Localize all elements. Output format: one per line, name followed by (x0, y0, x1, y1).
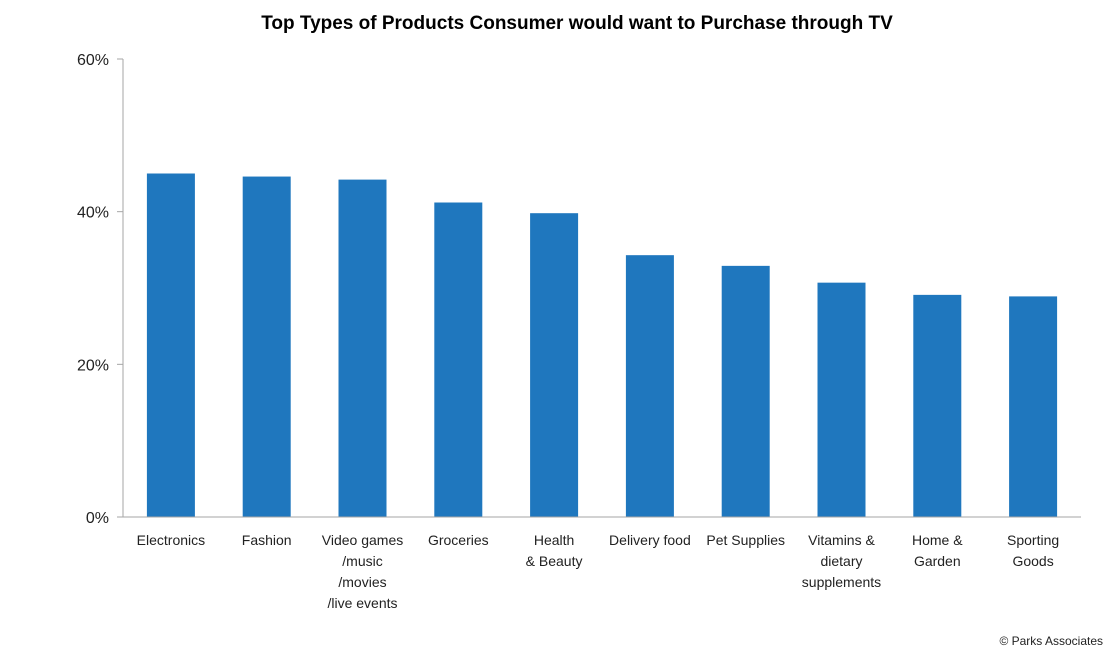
x-category-label-line: dietary (820, 553, 862, 569)
bar (530, 213, 579, 517)
x-category-label-line: supplements (802, 574, 881, 590)
y-tick-label: 40% (77, 205, 109, 222)
bar (146, 173, 195, 517)
bars (146, 173, 1058, 518)
x-category-label-line: /music (342, 553, 382, 569)
x-category-label-line: Delivery food (609, 532, 691, 548)
x-category-label: Groceries (428, 532, 489, 548)
y-tick-label: 20% (77, 357, 109, 374)
x-category-label-line: /live events (327, 595, 397, 611)
y-axis: 0% 20% 40% 60% (77, 52, 124, 527)
x-category-label: Fashion (242, 532, 292, 548)
x-category-label: Home & Garden (912, 532, 963, 569)
x-category-label-line: /movies (338, 574, 386, 590)
bar (625, 255, 674, 517)
x-category-label-line: Home & (912, 532, 963, 548)
x-category-label-line: Pet Supplies (706, 532, 785, 548)
x-category-label-line: & Beauty (526, 553, 583, 569)
bar (721, 265, 770, 517)
y-tick-label: 0% (86, 510, 109, 527)
x-category-label-line: Electronics (137, 532, 205, 548)
x-category-label-line: Video games (322, 532, 403, 548)
x-category-label-line: Groceries (428, 532, 489, 548)
x-category-label-line: Vitamins & (808, 532, 875, 548)
x-category-label-line: Health (534, 532, 574, 548)
x-category-label-line: Sporting (1007, 532, 1059, 548)
bar (1009, 296, 1058, 517)
x-category-label: Video games/music/movies/live events (322, 532, 403, 611)
copyright-credit: © Parks Associates (999, 634, 1103, 648)
x-category-label-line: Fashion (242, 532, 292, 548)
chart-title: Top Types of Products Consumer would wan… (261, 13, 893, 34)
x-category-label: Delivery food (609, 532, 691, 548)
bar (817, 282, 866, 517)
bar (242, 176, 291, 517)
x-category-label: Health & Beauty (526, 532, 583, 569)
x-category-label-line: Goods (1012, 553, 1053, 569)
y-tick-label: 60% (77, 52, 109, 69)
x-category-label: Sporting Goods (1007, 532, 1059, 569)
bar (338, 179, 387, 517)
x-category-label-line: Garden (914, 553, 961, 569)
bar (434, 202, 483, 518)
x-category-label: Vitamins & dietary supplements (802, 532, 881, 590)
x-axis: Electronics Fashion Video games/music/movi… (123, 516, 1081, 611)
x-category-label: Electronics (137, 532, 205, 548)
bar (913, 294, 962, 517)
x-category-label: Pet Supplies (706, 532, 785, 548)
